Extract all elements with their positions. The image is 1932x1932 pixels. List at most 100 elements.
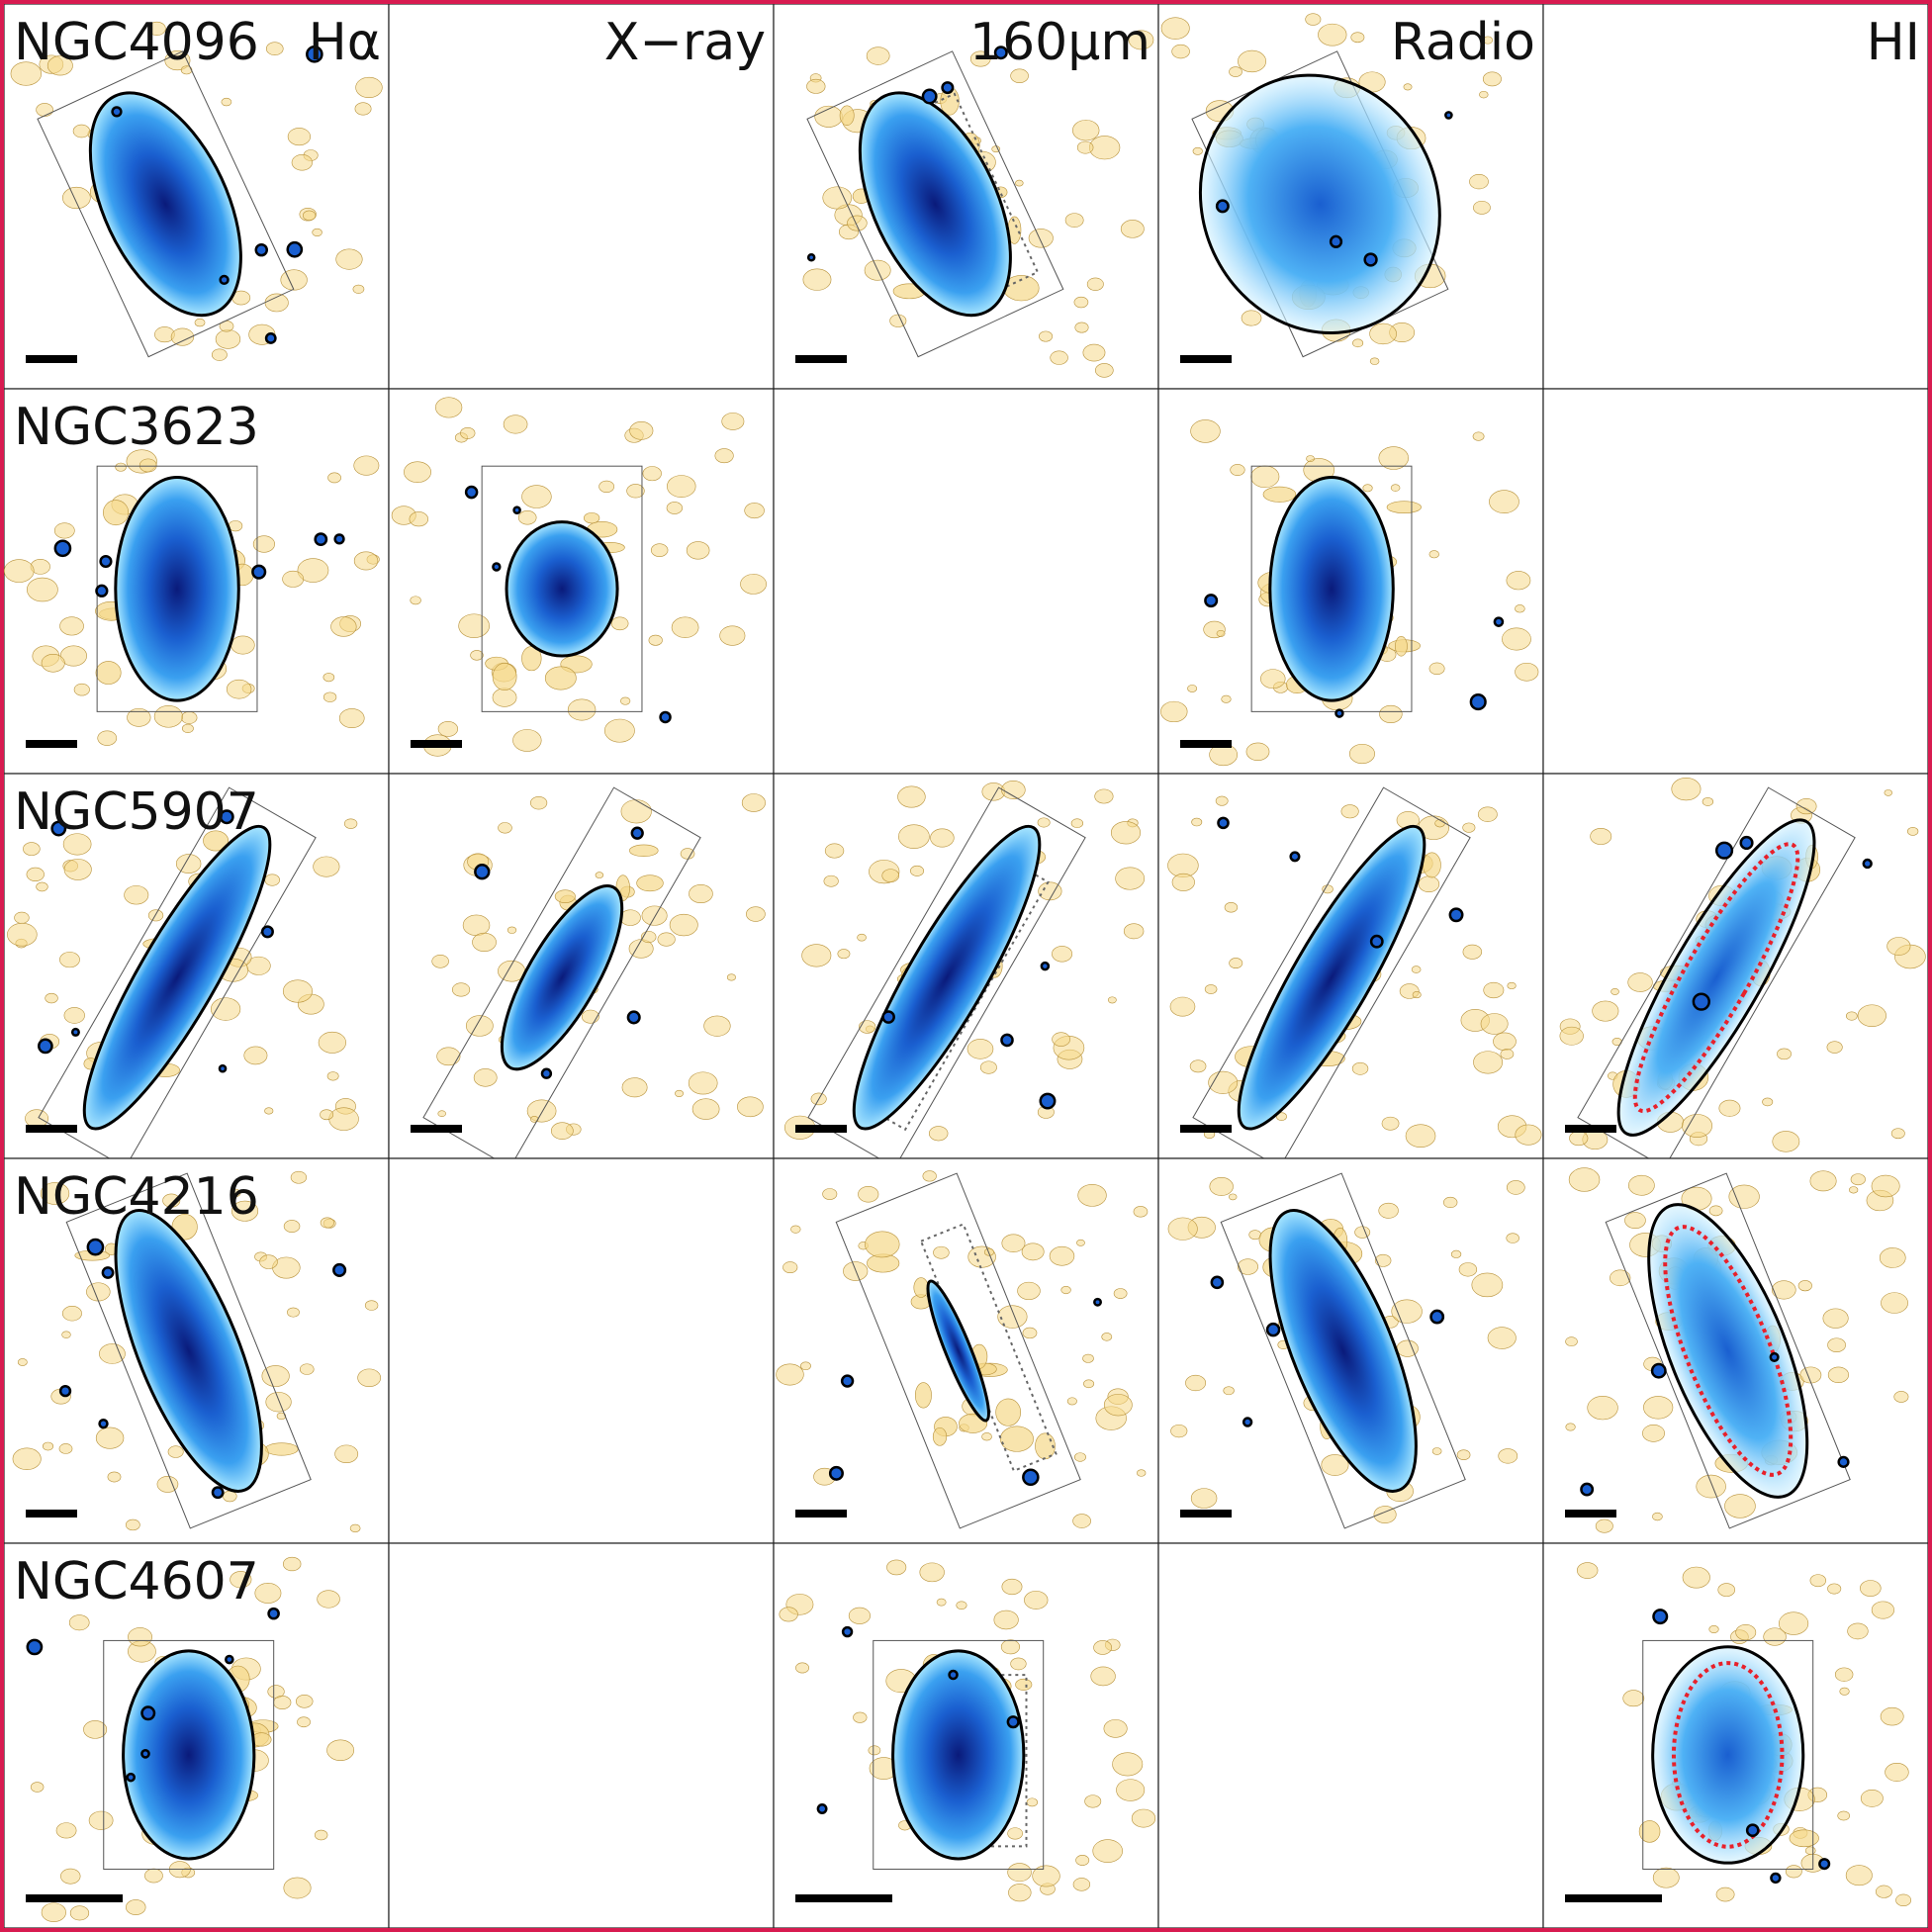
point-source xyxy=(332,1262,347,1277)
scale-bar xyxy=(1565,1510,1616,1518)
panel-border xyxy=(388,1157,775,1544)
emission-radio xyxy=(1198,73,1441,334)
scale-bar xyxy=(26,740,77,748)
emission-xray xyxy=(505,520,619,658)
point-source xyxy=(1448,907,1464,923)
point-source xyxy=(140,1749,150,1759)
point-source xyxy=(1862,858,1873,870)
point-source xyxy=(314,532,328,547)
point-source xyxy=(1217,816,1230,830)
aperture-box xyxy=(1220,1172,1466,1529)
point-source xyxy=(58,1384,72,1398)
point-source xyxy=(1745,1823,1760,1838)
aperture-box xyxy=(835,1172,1081,1529)
point-source xyxy=(1204,594,1219,608)
point-source xyxy=(492,562,502,572)
panels-layer xyxy=(4,4,1928,1928)
panel-ngc4216-hi xyxy=(1542,1157,1928,1544)
panel-ngc4607-xray xyxy=(388,1542,775,1928)
point-source xyxy=(1769,1351,1780,1362)
emission-radio xyxy=(1268,475,1395,702)
point-source xyxy=(225,1654,234,1665)
point-source xyxy=(306,46,323,63)
panel-ngc4096-xray xyxy=(388,4,775,390)
panel-ngc5907-fir xyxy=(773,773,1159,1168)
panel-ngc4096-halpha xyxy=(4,4,390,390)
emission-fir xyxy=(891,1649,1026,1861)
aperture-box xyxy=(1250,465,1413,712)
scale-bar xyxy=(795,1510,847,1518)
point-source xyxy=(218,1063,228,1073)
scale-bar xyxy=(411,740,462,748)
point-source xyxy=(1580,1482,1595,1497)
point-source xyxy=(1363,252,1378,267)
galaxy-label-ngc5907: NGC5907 xyxy=(14,782,259,842)
emission-fir xyxy=(852,824,1042,1131)
hi-contour xyxy=(1671,1661,1785,1849)
panel-ngc3623-halpha xyxy=(4,388,390,775)
point-source xyxy=(1714,841,1734,860)
point-source xyxy=(286,240,304,258)
point-source xyxy=(37,1038,53,1055)
hi-contour xyxy=(1663,1225,1794,1477)
scale-bar xyxy=(795,1894,892,1902)
panel-ngc3623-hi xyxy=(1542,388,1928,775)
aperture-box xyxy=(1192,786,1471,1168)
scale-bar xyxy=(1565,1125,1616,1133)
aperture-box xyxy=(873,1639,1045,1870)
column-header-0: Hα xyxy=(309,13,381,72)
point-source xyxy=(219,809,234,825)
column-header-1: X−ray xyxy=(604,13,766,72)
panel-border xyxy=(388,1542,775,1928)
point-source xyxy=(219,274,230,286)
point-source xyxy=(1093,1297,1102,1307)
point-source xyxy=(1444,111,1453,120)
aperture-box xyxy=(422,786,701,1168)
point-source xyxy=(1692,992,1710,1011)
emission-hi xyxy=(1616,818,1816,1137)
aperture-box xyxy=(1642,1639,1814,1870)
panel-ngc4096-fir xyxy=(773,4,1159,390)
emission-hi xyxy=(1647,1203,1809,1499)
scale-bar xyxy=(1565,1894,1662,1902)
point-source xyxy=(53,539,72,558)
hi-contour xyxy=(1632,842,1800,1114)
point-source xyxy=(251,564,267,580)
scale-bar xyxy=(26,355,77,363)
panel-ngc4216-radio xyxy=(1157,1157,1544,1544)
point-source xyxy=(99,554,113,569)
panel-ngc4096-hi xyxy=(1542,4,1928,390)
point-source xyxy=(1469,693,1487,711)
point-source xyxy=(1818,1858,1831,1871)
point-source xyxy=(630,826,644,840)
aperture-box xyxy=(38,786,317,1168)
point-source xyxy=(140,1705,156,1721)
point-source xyxy=(816,1803,828,1814)
point-source xyxy=(1265,1322,1281,1337)
emission-xray xyxy=(500,884,624,1071)
scale-bar xyxy=(1180,1510,1232,1518)
panel-ngc4607-hi xyxy=(1542,1542,1928,1928)
scale-bar xyxy=(26,1894,123,1902)
emission-halpha xyxy=(122,1649,256,1861)
galaxy-label-ngc3623: NGC3623 xyxy=(14,398,259,457)
scale-bar xyxy=(1180,1125,1232,1133)
emission-halpha xyxy=(114,1209,263,1493)
point-source xyxy=(1493,616,1505,627)
point-source xyxy=(1000,1033,1014,1048)
emission-halpha xyxy=(88,91,242,318)
point-source xyxy=(626,1010,641,1025)
point-source xyxy=(1040,961,1051,971)
scale-bar xyxy=(1180,355,1232,363)
point-source xyxy=(1039,1092,1057,1110)
point-source xyxy=(111,106,123,118)
panel-border xyxy=(1157,1542,1544,1928)
point-source xyxy=(948,1669,959,1681)
emission-hi xyxy=(1651,1645,1805,1865)
aperture-box xyxy=(481,465,643,712)
aperture-box xyxy=(37,50,295,358)
point-source xyxy=(1429,1309,1445,1325)
aperture-box xyxy=(103,1639,275,1870)
galaxy-label-ngc4096: NGC4096 xyxy=(14,13,259,72)
point-source xyxy=(101,1266,115,1279)
